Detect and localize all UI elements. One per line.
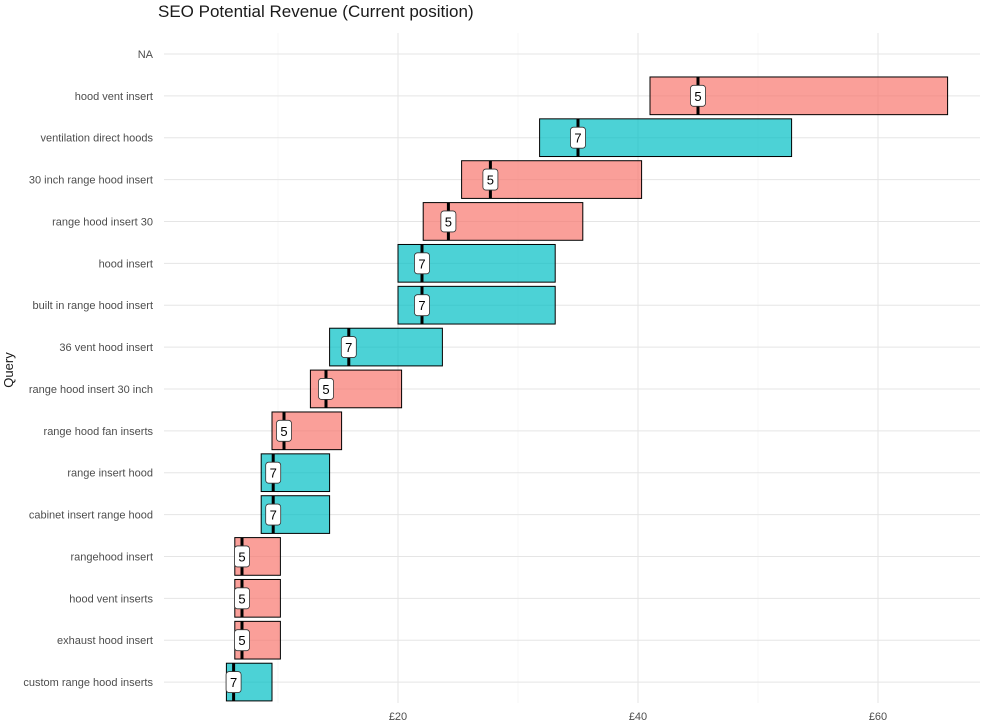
y-tick-label: hood vent insert [75,91,153,103]
chart-title: SEO Potential Revenue (Current position) [158,2,474,21]
y-tick-label: hood insert [99,258,153,270]
position-labels: 5 7 5 5 7 7 7 5 5 7 7 5 5 5 7 [225,84,706,693]
y-tick-label: built in range hood insert [33,300,153,312]
y-tick-label: ventilation direct hoods [40,133,153,145]
position-label-box [265,503,282,526]
position-label-box [234,629,250,652]
position-label: 5 [445,214,452,229]
y-tick-label: rangehood insert [70,551,153,563]
position-label: 7 [230,675,237,690]
x-tick-label: £40 [629,711,647,723]
position-label: 7 [418,256,425,271]
position-label: 7 [270,508,277,523]
position-label: 5 [322,382,329,397]
y-tick-label: range hood insert 30 inch [29,384,153,396]
position-label-box [225,671,242,693]
position-label-box [482,168,499,191]
position-label: 5 [238,591,245,606]
y-tick-label: 30 inch range hood insert [29,175,153,187]
position-label: 7 [270,466,277,481]
position-label: 7 [574,131,581,146]
position-label-box [414,294,430,317]
position-label: 7 [418,298,425,313]
position-label-box [234,545,250,568]
y-axis-title: Query [1,352,16,388]
y-tick-label: range insert hood [67,468,153,480]
position-label-box [234,587,250,610]
position-label-box [414,252,430,275]
position-label: 5 [487,173,494,188]
position-label-box [690,84,706,107]
position-label-box [265,461,282,484]
position-label: 5 [280,424,287,439]
y-tick-label: exhaust hood insert [57,635,153,647]
position-label-box [276,419,292,442]
y-tick-label: hood vent inserts [69,593,153,605]
position-label: 7 [345,340,352,355]
x-tick-label: £60 [869,711,887,723]
x-tick-label: £20 [389,711,407,723]
y-tick-label: custom range hood inserts [23,677,153,689]
position-label-box [440,210,457,233]
y-tick-label: NA [138,49,154,61]
position-label-box [340,336,357,358]
grid [164,33,980,703]
y-tick-label: range hood insert 30 [52,216,153,228]
x-axis: £20 £40 £60 [389,711,887,723]
y-axis: NA hood vent insert ventilation direct hoo… [23,49,153,689]
y-tick-label: range hood fan inserts [44,426,154,438]
y-tick-label: cabinet insert range hood [29,510,153,522]
position-label: 5 [694,89,701,104]
position-label-box [570,126,586,149]
y-tick-label: 36 vent hood insert [59,342,153,354]
range-bar [397,285,556,325]
position-label: 5 [238,633,245,648]
position-label: 5 [238,549,245,564]
position-label-box [318,378,334,400]
